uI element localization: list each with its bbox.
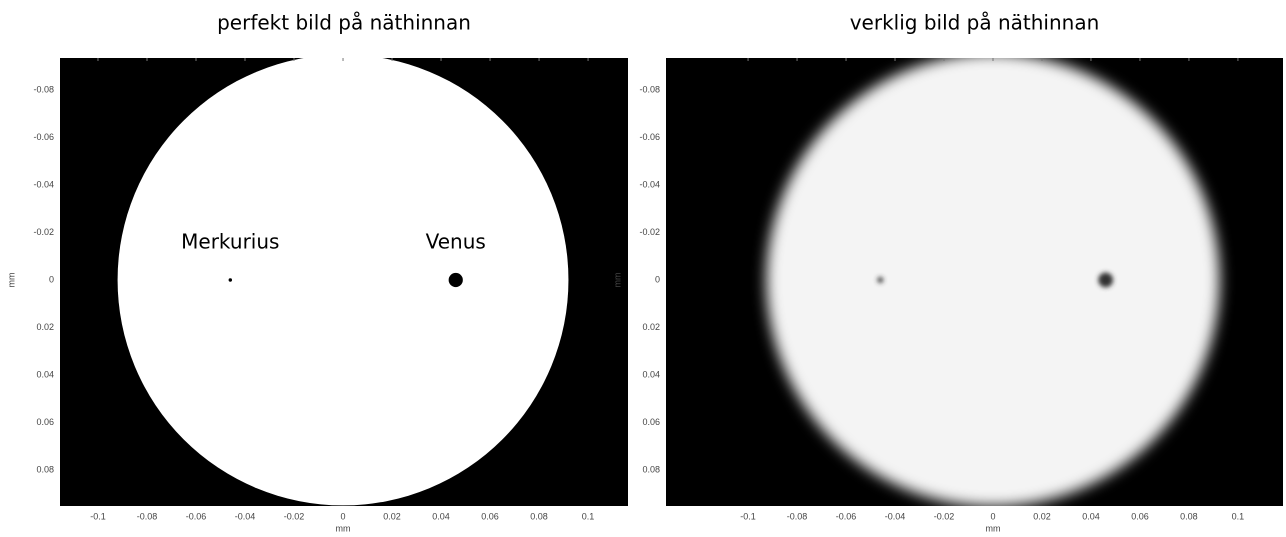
y-tick-label: 0.08 xyxy=(36,464,54,474)
image-content xyxy=(766,53,1219,506)
x-tick-label: -0.02 xyxy=(284,511,305,521)
disk xyxy=(118,55,569,506)
x-tick-label: -0.1 xyxy=(90,511,106,521)
planet-spot xyxy=(449,273,463,287)
x-tick-label: -0.06 xyxy=(186,511,207,521)
disk xyxy=(766,53,1219,506)
planet-label: Venus xyxy=(426,229,486,253)
y-axis-label: mm xyxy=(6,272,16,287)
y-tick-label: 0.06 xyxy=(642,417,660,427)
y-tick-label: 0.08 xyxy=(642,464,660,474)
y-tick-label: 0.02 xyxy=(642,322,660,332)
y-tick-label: 0.04 xyxy=(642,369,660,379)
x-tick-label: -0.08 xyxy=(137,511,158,521)
image-content xyxy=(118,55,569,506)
y-tick-label: 0 xyxy=(49,274,54,284)
y-tick-label: -0.02 xyxy=(639,227,660,237)
planet-label: Merkurius xyxy=(181,229,279,253)
x-axis-label: mm xyxy=(336,523,351,533)
x-tick-label: 0 xyxy=(990,511,995,521)
x-tick-label: 0.06 xyxy=(481,511,499,521)
x-tick-label: -0.04 xyxy=(885,511,906,521)
x-tick-label: -0.04 xyxy=(235,511,256,521)
x-tick-label: 0.08 xyxy=(530,511,548,521)
planet-spot xyxy=(877,277,883,283)
x-tick-label: 0.02 xyxy=(1033,511,1051,521)
y-tick-label: -0.04 xyxy=(639,179,660,189)
y-tick-label: -0.06 xyxy=(33,132,54,142)
y-tick-label: 0 xyxy=(655,274,660,284)
x-axis-label: mm xyxy=(985,523,1000,533)
y-tick-label: -0.08 xyxy=(33,84,54,94)
x-tick-label: -0.02 xyxy=(934,511,955,521)
x-tick-label: 0.1 xyxy=(582,511,595,521)
chart-title: verklig bild på näthinnan xyxy=(850,11,1100,35)
x-tick-label: -0.08 xyxy=(787,511,808,521)
y-tick-label: 0.06 xyxy=(36,417,54,427)
x-tick-label: 0.02 xyxy=(383,511,401,521)
y-tick-label: -0.02 xyxy=(33,227,54,237)
x-tick-label: 0.1 xyxy=(1232,511,1245,521)
y-tick-label: -0.06 xyxy=(639,132,660,142)
x-tick-label: 0.06 xyxy=(1131,511,1149,521)
y-tick-label: 0.04 xyxy=(36,369,54,379)
x-tick-label: -0.1 xyxy=(740,511,756,521)
x-tick-label: 0.04 xyxy=(432,511,450,521)
x-tick-label: 0 xyxy=(341,511,346,521)
x-tick-label: 0.08 xyxy=(1180,511,1198,521)
y-tick-label: -0.08 xyxy=(639,84,660,94)
planet-spot xyxy=(229,278,232,281)
y-tick-label: 0.02 xyxy=(36,322,54,332)
figure: perfekt bild på näthinnan Merkurius Venus -… xyxy=(0,0,1286,537)
y-tick-label: -0.04 xyxy=(33,179,54,189)
planet-spot xyxy=(1098,273,1113,288)
x-tick-label: -0.06 xyxy=(836,511,857,521)
y-axis-label: mm xyxy=(612,272,622,287)
chart-title: perfekt bild på näthinnan xyxy=(217,11,471,35)
x-tick-label: 0.04 xyxy=(1082,511,1100,521)
